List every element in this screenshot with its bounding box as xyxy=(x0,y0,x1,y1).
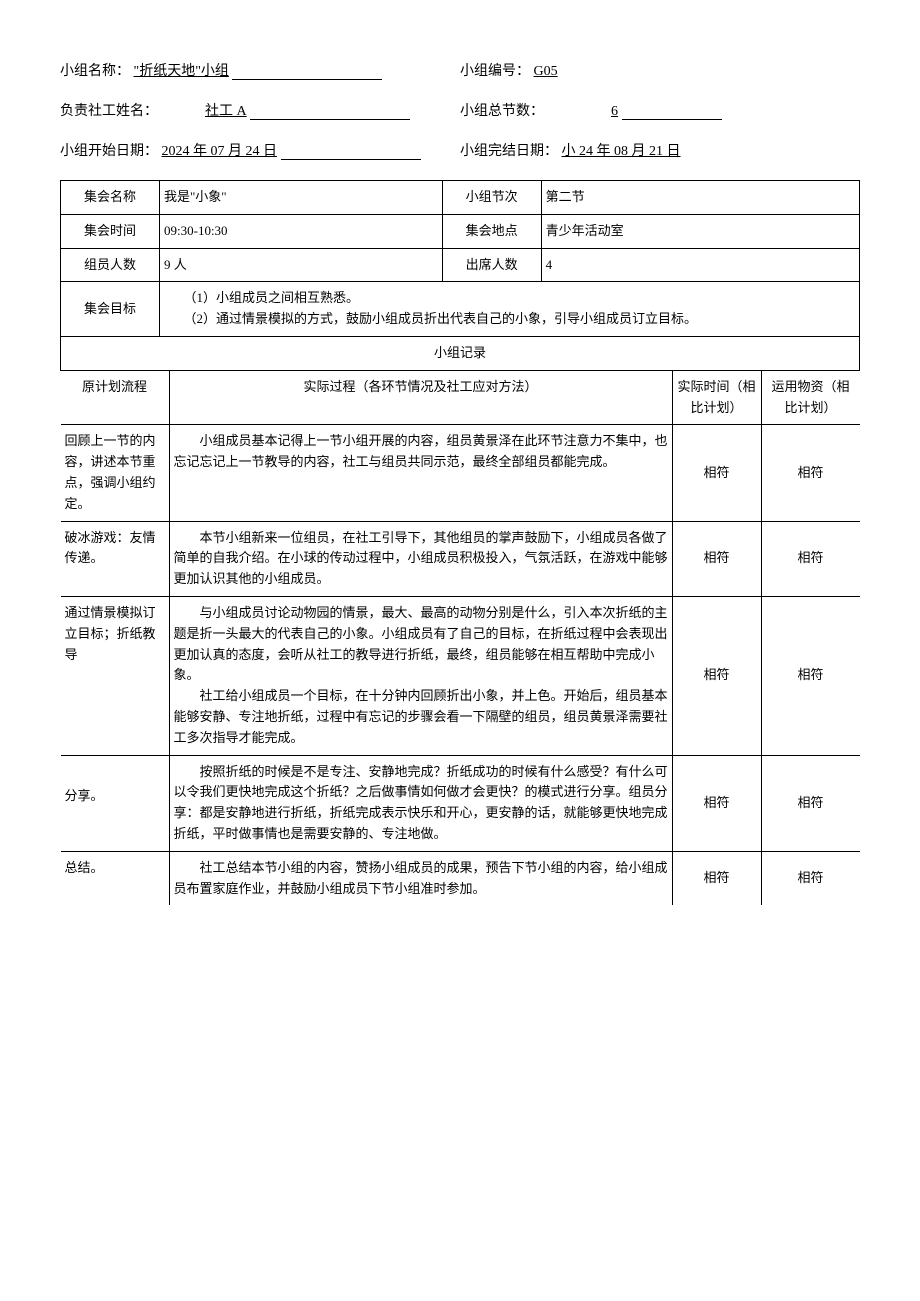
underline-ext xyxy=(622,119,722,120)
goal-label: 集会目标 xyxy=(61,282,160,337)
plan-cell: 总结。 xyxy=(61,851,170,905)
meeting-name-label: 集会名称 xyxy=(61,181,160,215)
end-date-field: 小组完结日期： 小 24 年 08 月 21 日 xyxy=(460,140,860,160)
underline-ext xyxy=(281,159,421,160)
start-date-value: 2024 年 07 月 24 日 xyxy=(162,140,278,160)
place-label: 集会地点 xyxy=(442,214,541,248)
table-row: 组员人数 9 人 出席人数 4 xyxy=(61,248,860,282)
meeting-time-label: 集会时间 xyxy=(61,214,160,248)
group-no-label: 小组编号： xyxy=(460,64,530,79)
meeting-name-value: 我是"小象" xyxy=(160,181,443,215)
time-cell: 相符 xyxy=(672,425,761,521)
table-row: 总结。 社工总结本节小组的内容，赞扬小组成员的成果，预告下节小组的内容，给小组成… xyxy=(61,851,860,905)
underline-ext xyxy=(232,79,382,80)
sessions-field: 小组总节数： 6 xyxy=(460,100,860,120)
members-label: 组员人数 xyxy=(61,248,160,282)
time-cell: 相符 xyxy=(672,755,761,851)
start-date-field: 小组开始日期： 2024 年 07 月 24 日 xyxy=(60,140,460,160)
record-inner-table: 原计划流程 实际过程（各环节情况及社工应对方法） 实际时间（相比计划） 运用物资… xyxy=(61,371,860,906)
goal-value: （1）小组成员之间相互熟悉。 （2）通过情景模拟的方式，鼓励小组成员折出代表自己… xyxy=(160,282,860,337)
plan-cell: 通过情景模拟订立目标；折纸教导 xyxy=(61,596,170,755)
table-row: 分享。 按照折纸的时候是不是专注、安静地完成？折纸成功的时候有什么感受？有什么可… xyxy=(61,755,860,851)
sessions-value: 6 xyxy=(611,104,618,120)
table-row: 集会时间 09:30-10:30 集会地点 青少年活动室 xyxy=(61,214,860,248)
header-row-3: 小组开始日期： 2024 年 07 月 24 日 小组完结日期： 小 24 年 … xyxy=(60,140,860,160)
material-cell: 相符 xyxy=(761,755,860,851)
session-value: 第二节 xyxy=(541,181,859,215)
members-value: 9 人 xyxy=(160,248,443,282)
group-name-label: 小组名称： xyxy=(60,64,130,79)
meeting-time-value: 09:30-10:30 xyxy=(160,214,443,248)
place-value: 青少年活动室 xyxy=(541,214,859,248)
col-process-header: 实际过程（各环节情况及社工应对方法） xyxy=(169,371,672,425)
record-title-row: 小组记录 xyxy=(61,336,860,370)
group-name-value: "折纸天地"小组 xyxy=(134,60,229,80)
table-row: 通过情景模拟订立目标；折纸教导 与小组成员讨论动物园的情景，最大、最高的动物分别… xyxy=(61,596,860,755)
table-row: 集会目标 （1）小组成员之间相互熟悉。 （2）通过情景模拟的方式，鼓励小组成员折… xyxy=(61,282,860,337)
record-header-row: 原计划流程 实际过程（各环节情况及社工应对方法） 实际时间（相比计划） 运用物资… xyxy=(61,370,860,905)
plan-cell: 回顾上一节的内容，讲述本节重点，强调小组约定。 xyxy=(61,425,170,521)
plan-cell: 分享。 xyxy=(61,755,170,851)
record-title: 小组记录 xyxy=(61,336,860,370)
sessions-label: 小组总节数： xyxy=(460,104,544,119)
session-label: 小组节次 xyxy=(442,181,541,215)
table-row: 破冰游戏：友情传递。 本节小组新来一位组员，在社工引导下，其他组员的掌声鼓励下，… xyxy=(61,521,860,596)
group-name-field: 小组名称： "折纸天地"小组 xyxy=(60,60,460,80)
table-row: 集会名称 我是"小象" 小组节次 第二节 xyxy=(61,181,860,215)
col-material-header: 运用物资（相比计划） xyxy=(761,371,860,425)
group-no-value: G05 xyxy=(534,64,558,80)
process-cell: 与小组成员讨论动物园的情景，最大、最高的动物分别是什么，引入本次折纸的主题是折一… xyxy=(169,596,672,755)
group-no-field: 小组编号： G05 xyxy=(460,60,860,80)
table-row: 原计划流程 实际过程（各环节情况及社工应对方法） 实际时间（相比计划） 运用物资… xyxy=(61,371,860,425)
col-time-header: 实际时间（相比计划） xyxy=(672,371,761,425)
material-cell: 相符 xyxy=(761,425,860,521)
process-cell: 按照折纸的时候是不是专注、安静地完成？折纸成功的时候有什么感受？有什么可以令我们… xyxy=(169,755,672,851)
meeting-table: 集会名称 我是"小象" 小组节次 第二节 集会时间 09:30-10:30 集会… xyxy=(60,180,860,905)
start-date-label: 小组开始日期： xyxy=(60,144,158,159)
process-cell: 小组成员基本记得上一节小组开展的内容，组员黄景泽在此环节注意力不集中，也忘记忘记… xyxy=(169,425,672,521)
time-cell: 相符 xyxy=(672,596,761,755)
end-date-label: 小组完结日期： xyxy=(460,144,558,159)
header-row-1: 小组名称： "折纸天地"小组 小组编号： G05 xyxy=(60,60,860,80)
material-cell: 相符 xyxy=(761,596,860,755)
process-cell: 社工总结本节小组的内容，赞扬小组成员的成果，预告下节小组的内容，给小组成员布置家… xyxy=(169,851,672,905)
worker-label: 负责社工姓名： xyxy=(60,104,158,119)
worker-field: 负责社工姓名： 社工 A xyxy=(60,100,460,120)
header-row-2: 负责社工姓名： 社工 A 小组总节数： 6 xyxy=(60,100,860,120)
material-cell: 相符 xyxy=(761,851,860,905)
process-cell: 本节小组新来一位组员，在社工引导下，其他组员的掌声鼓励下，小组成员各做了简单的自… xyxy=(169,521,672,596)
plan-cell: 破冰游戏：友情传递。 xyxy=(61,521,170,596)
table-row: 回顾上一节的内容，讲述本节重点，强调小组约定。 小组成员基本记得上一节小组开展的… xyxy=(61,425,860,521)
col-plan-header: 原计划流程 xyxy=(61,371,170,425)
time-cell: 相符 xyxy=(672,851,761,905)
worker-value: 社工 A xyxy=(205,100,247,120)
attend-value: 4 xyxy=(541,248,859,282)
underline-ext xyxy=(250,119,410,120)
attend-label: 出席人数 xyxy=(442,248,541,282)
time-cell: 相符 xyxy=(672,521,761,596)
end-date-value: 小 24 年 08 月 21 日 xyxy=(562,140,681,160)
material-cell: 相符 xyxy=(761,521,860,596)
